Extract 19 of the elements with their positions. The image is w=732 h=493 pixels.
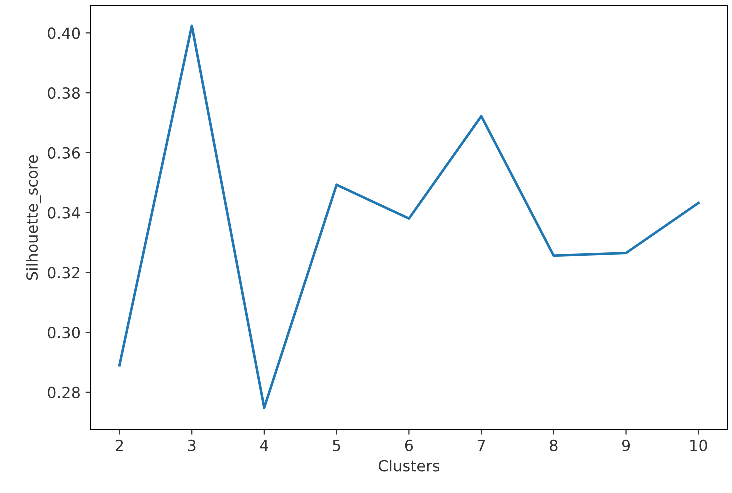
y-tick-label: 0.38 bbox=[48, 88, 80, 100]
x-tick-label: 7 bbox=[478, 440, 486, 452]
x-tick-label: 2 bbox=[116, 440, 124, 452]
y-tick-label: 0.40 bbox=[48, 28, 80, 40]
x-tick-label: 3 bbox=[188, 440, 196, 452]
x-tick-label: 10 bbox=[690, 440, 708, 452]
y-tick-label: 0.32 bbox=[48, 267, 80, 279]
y-tick-label: 0.36 bbox=[48, 147, 80, 159]
y-axis-title: Silhouette_score bbox=[26, 156, 42, 280]
y-tick-label: 0.28 bbox=[48, 386, 80, 398]
x-axis-title: Clusters bbox=[378, 460, 440, 472]
line-series bbox=[118, 24, 700, 410]
x-tick-label: 9 bbox=[622, 440, 630, 452]
x-tick-label: 6 bbox=[405, 440, 414, 452]
x-tick-label: 8 bbox=[550, 440, 558, 452]
y-tick-label: 0.30 bbox=[48, 327, 80, 339]
x-tick-label: 5 bbox=[333, 440, 340, 452]
y-tick-label: 0.34 bbox=[48, 207, 80, 219]
x-tick-label: 4 bbox=[260, 440, 268, 452]
